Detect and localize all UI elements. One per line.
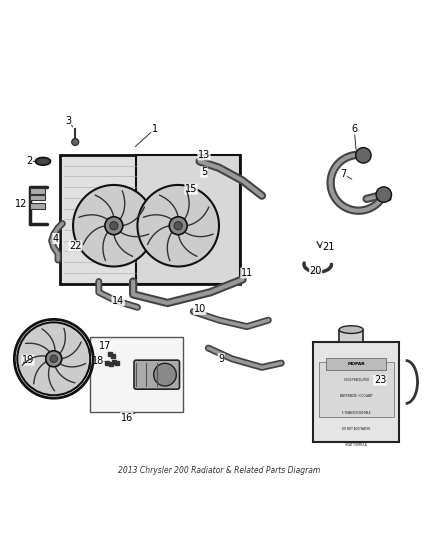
Circle shape bbox=[72, 139, 79, 146]
Text: 10: 10 bbox=[194, 304, 206, 314]
Text: 11: 11 bbox=[241, 268, 253, 278]
Text: 19: 19 bbox=[22, 355, 34, 365]
Text: MOPAR: MOPAR bbox=[347, 362, 365, 366]
Text: DO NOT ADD WATER: DO NOT ADD WATER bbox=[342, 427, 371, 431]
Bar bbox=[314, 342, 399, 442]
Bar bbox=[90, 337, 183, 413]
Bar bbox=[339, 329, 363, 342]
Circle shape bbox=[17, 322, 90, 395]
Bar bbox=[326, 358, 386, 370]
Text: 22: 22 bbox=[69, 241, 81, 251]
Text: 5: 5 bbox=[201, 167, 207, 177]
Text: 9: 9 bbox=[218, 354, 224, 364]
FancyBboxPatch shape bbox=[134, 360, 180, 389]
Text: 6: 6 bbox=[351, 124, 357, 134]
Text: 4: 4 bbox=[53, 233, 59, 244]
Text: 2: 2 bbox=[26, 156, 32, 166]
Text: 23: 23 bbox=[374, 375, 386, 385]
Circle shape bbox=[138, 185, 219, 266]
Bar bbox=[30, 195, 45, 200]
Bar bbox=[60, 155, 240, 284]
Circle shape bbox=[376, 187, 392, 203]
Text: 17: 17 bbox=[99, 341, 111, 351]
Circle shape bbox=[356, 148, 371, 163]
Circle shape bbox=[169, 217, 187, 235]
Ellipse shape bbox=[339, 326, 363, 334]
Text: 3: 3 bbox=[65, 116, 71, 126]
Text: ANTIFREEZE / COOLANT: ANTIFREEZE / COOLANT bbox=[340, 394, 373, 398]
Bar bbox=[30, 188, 45, 193]
Text: HOAT FORMULA: HOAT FORMULA bbox=[346, 443, 367, 447]
Text: 50/50 PREDILUTED: 50/50 PREDILUTED bbox=[344, 378, 369, 382]
Text: 18: 18 bbox=[92, 356, 104, 366]
Text: 16: 16 bbox=[120, 413, 133, 423]
Text: 8: 8 bbox=[385, 193, 392, 203]
Circle shape bbox=[73, 185, 155, 266]
Bar bbox=[318, 362, 394, 417]
Circle shape bbox=[154, 364, 177, 386]
Text: 7: 7 bbox=[340, 169, 346, 179]
Text: 14: 14 bbox=[112, 296, 124, 306]
Circle shape bbox=[105, 217, 123, 235]
Text: 21: 21 bbox=[322, 242, 335, 252]
Bar bbox=[136, 155, 240, 284]
Text: 12: 12 bbox=[14, 199, 27, 209]
Text: 15: 15 bbox=[185, 184, 197, 194]
Text: 1: 1 bbox=[152, 124, 158, 134]
Circle shape bbox=[50, 355, 57, 362]
Text: 13: 13 bbox=[198, 150, 210, 160]
Circle shape bbox=[46, 351, 62, 367]
Bar bbox=[30, 204, 45, 208]
Circle shape bbox=[174, 222, 182, 230]
Text: 20: 20 bbox=[309, 266, 322, 276]
Ellipse shape bbox=[35, 157, 50, 165]
Circle shape bbox=[110, 222, 118, 230]
Text: 5 YEAR/150,000 MILE: 5 YEAR/150,000 MILE bbox=[342, 410, 371, 415]
Text: 2013 Chrysler 200 Radiator & Related Parts Diagram: 2013 Chrysler 200 Radiator & Related Par… bbox=[118, 466, 320, 475]
